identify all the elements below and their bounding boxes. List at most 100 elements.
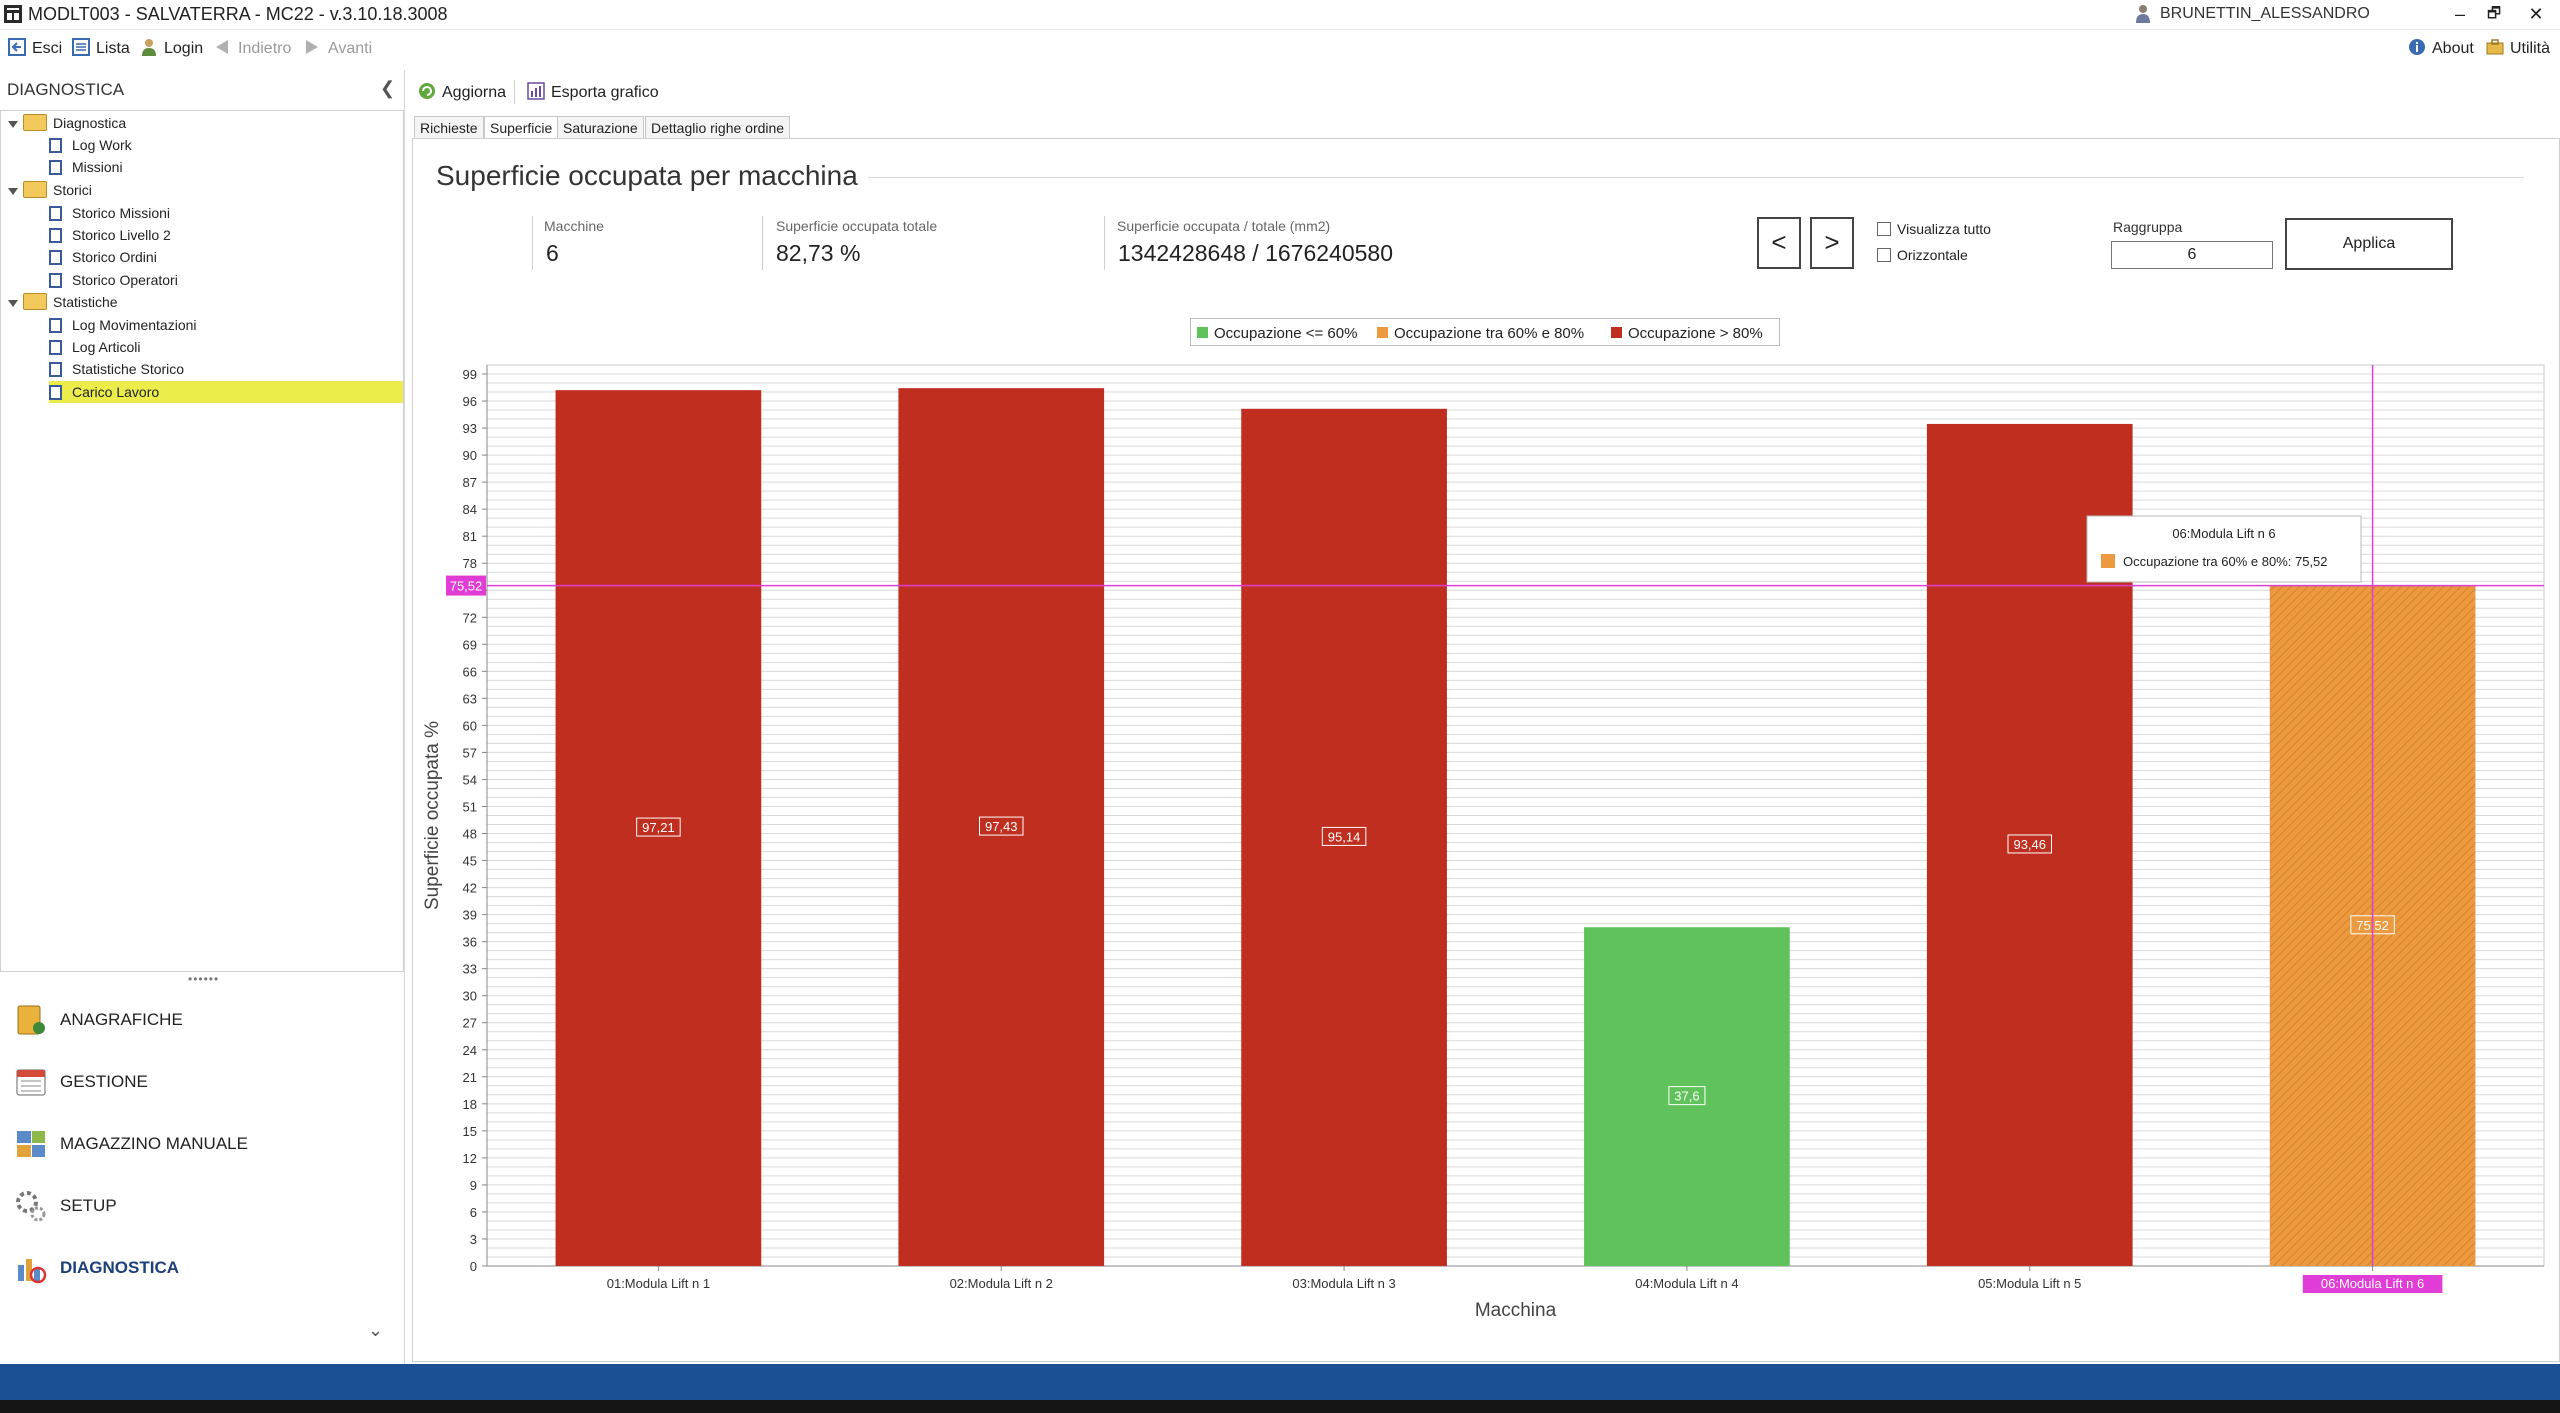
tab-superficie[interactable]: Superficie xyxy=(484,116,559,139)
legend-label: Occupazione > 80% xyxy=(1628,325,1763,342)
nav-label: DIAGNOSTICA xyxy=(60,1258,179,1277)
tree-item-carico-lavoro[interactable]: Carico Lavoro xyxy=(49,381,403,403)
address-book-icon xyxy=(14,1003,48,1037)
tab-saturazione[interactable]: Saturazione xyxy=(557,116,644,139)
y-tick-label: 60 xyxy=(463,718,477,733)
x-tick-label: 05:Modula Lift n 5 xyxy=(1978,1276,2081,1291)
y-tick-label: 3 xyxy=(470,1232,477,1247)
bar-chart: 0369121518212427303336394245485154576063… xyxy=(422,364,2545,1321)
collapse-panel-chevron-icon[interactable]: ❮ xyxy=(380,78,396,98)
tree-item-label: Storico Livello 2 xyxy=(72,227,171,243)
legend-label: Occupazione tra 60% e 80% xyxy=(1394,325,1585,342)
tree-item-storico-ordini[interactable]: Storico Ordini xyxy=(49,246,157,268)
tree-item-storico-operatori[interactable]: Storico Operatori xyxy=(49,269,178,291)
tree-item-missioni[interactable]: Missioni xyxy=(49,156,123,178)
data-label: 93,46 xyxy=(2013,837,2046,852)
tree-item-storico-missioni[interactable]: Storico Missioni xyxy=(49,202,170,224)
esporta-label: Esporta grafico xyxy=(551,84,659,101)
close-button[interactable]: ✕ xyxy=(2528,4,2544,24)
y-tick-label: 87 xyxy=(463,475,477,490)
x-tick-label: 02:Modula Lift n 2 xyxy=(950,1276,1053,1291)
tree-item-statistiche-storico[interactable]: Statistiche Storico xyxy=(49,358,184,380)
y-tick-label: 36 xyxy=(463,935,477,950)
applica-button[interactable]: Applica xyxy=(2285,218,2453,270)
user-icon xyxy=(2135,4,2153,24)
macchine-label: Macchine xyxy=(544,218,604,234)
title-bar xyxy=(0,0,2560,30)
nav-setup[interactable]: SETUP xyxy=(0,1176,404,1236)
splitter-grip-icon: •••••• xyxy=(188,972,220,986)
tree-folder-storici[interactable]: Storici xyxy=(23,179,92,201)
restore-button[interactable]: 🗗 xyxy=(2486,5,2502,22)
y-tick-label: 18 xyxy=(463,1097,477,1112)
document-icon xyxy=(49,206,62,221)
legend-item-mid: Occupazione tra 60% e 80% xyxy=(1377,325,1584,342)
login-label: Login xyxy=(164,40,204,57)
navigation-tree: Diagnostica Log Work Missioni Storici St… xyxy=(0,110,404,972)
tree-item-label: Storico Operatori xyxy=(72,272,178,288)
window-title: MODLT003 - SALVATERRA - MC22 - v.3.10.18… xyxy=(28,4,448,24)
avanti-label: Avanti xyxy=(328,40,373,57)
document-icon xyxy=(49,385,62,400)
y-axis-title: Superficie occupata % xyxy=(422,721,443,910)
orizzontale-checkbox[interactable] xyxy=(1877,248,1891,262)
previous-page-button[interactable]: < xyxy=(1757,217,1801,269)
visualizza-tutto-checkbox[interactable] xyxy=(1877,222,1891,236)
next-page-button[interactable]: > xyxy=(1810,217,1854,269)
info-icon xyxy=(2408,38,2426,56)
tab-richieste[interactable]: Richieste xyxy=(414,116,484,139)
about-button[interactable]: About xyxy=(2408,38,2474,58)
nav-gestione[interactable]: GESTIONE xyxy=(0,1052,404,1112)
nav-magazzino-manuale[interactable]: MAGAZZINO MANUALE xyxy=(0,1114,404,1174)
tree-folder-diagnostica[interactable]: Diagnostica xyxy=(23,112,126,134)
more-chevron-down-icon[interactable]: ⌄ xyxy=(368,1320,384,1340)
y-tick-label: 96 xyxy=(463,394,477,409)
raggruppa-input[interactable]: 6 xyxy=(2111,241,2273,269)
aggiorna-label: Aggiorna xyxy=(442,84,507,101)
tooltip-text: Occupazione tra 60% e 80%: 75,52 xyxy=(2123,554,2328,569)
folder-icon xyxy=(23,114,47,131)
esporta-grafico-button[interactable]: Esporta grafico xyxy=(527,82,659,102)
y-tick-label: 66 xyxy=(463,664,477,679)
utilita-label: Utilità xyxy=(2510,40,2551,57)
toolbar-divider xyxy=(514,80,515,104)
stat-separator xyxy=(1104,216,1105,270)
avanti-button[interactable]: Avanti xyxy=(304,38,372,58)
tab-dettaglio-righe-ordine[interactable]: Dettaglio righe ordine xyxy=(645,116,791,139)
nav-diagnostica[interactable]: DIAGNOSTICA xyxy=(0,1238,404,1298)
export-chart-icon xyxy=(527,82,545,100)
tree-item-log-work[interactable]: Log Work xyxy=(49,134,132,156)
esci-button[interactable]: Esci xyxy=(8,38,62,58)
data-label: 37,6 xyxy=(1674,1089,1699,1104)
lista-button[interactable]: Lista xyxy=(72,38,130,58)
minimize-button[interactable]: – xyxy=(2454,4,2465,24)
tree-folder-statistiche[interactable]: Statistiche xyxy=(23,291,118,313)
y-tick-label: 48 xyxy=(463,827,477,842)
tree-item-label: Log Articoli xyxy=(72,339,141,355)
expand-triangle-icon[interactable] xyxy=(8,121,18,128)
y-tick-label: 21 xyxy=(463,1070,477,1085)
tree-item-label: Missioni xyxy=(72,159,123,175)
section-title: Superficie occupata per macchina xyxy=(436,160,858,191)
tree-item-log-articoli[interactable]: Log Articoli xyxy=(49,336,140,358)
indietro-button[interactable]: Indietro xyxy=(214,38,291,58)
data-label-box xyxy=(979,816,1024,836)
expand-triangle-icon[interactable] xyxy=(8,300,18,307)
utilita-button[interactable]: Utilità xyxy=(2486,38,2550,58)
y-tick-label: 24 xyxy=(463,1043,477,1058)
folder-icon xyxy=(23,181,47,198)
nav-anagrafiche[interactable]: ANAGRAFICHE xyxy=(0,990,404,1050)
aggiorna-button[interactable]: Aggiorna xyxy=(418,82,506,102)
tree-item-label: Log Work xyxy=(72,137,132,153)
legend-item-low: Occupazione <= 60% xyxy=(1197,325,1357,342)
login-button[interactable]: Login xyxy=(140,38,203,58)
tree-item-storico-livello-2[interactable]: Storico Livello 2 xyxy=(49,224,171,246)
panel-title: DIAGNOSTICA xyxy=(7,80,125,99)
macchine-value: 6 xyxy=(546,240,559,266)
data-label-box xyxy=(636,817,681,837)
expand-triangle-icon[interactable] xyxy=(8,188,18,195)
folder-icon xyxy=(23,293,47,310)
exit-icon xyxy=(8,38,26,56)
y-tick-label: 45 xyxy=(463,854,477,869)
tree-item-log-movimentazioni[interactable]: Log Movimentazioni xyxy=(49,314,197,336)
